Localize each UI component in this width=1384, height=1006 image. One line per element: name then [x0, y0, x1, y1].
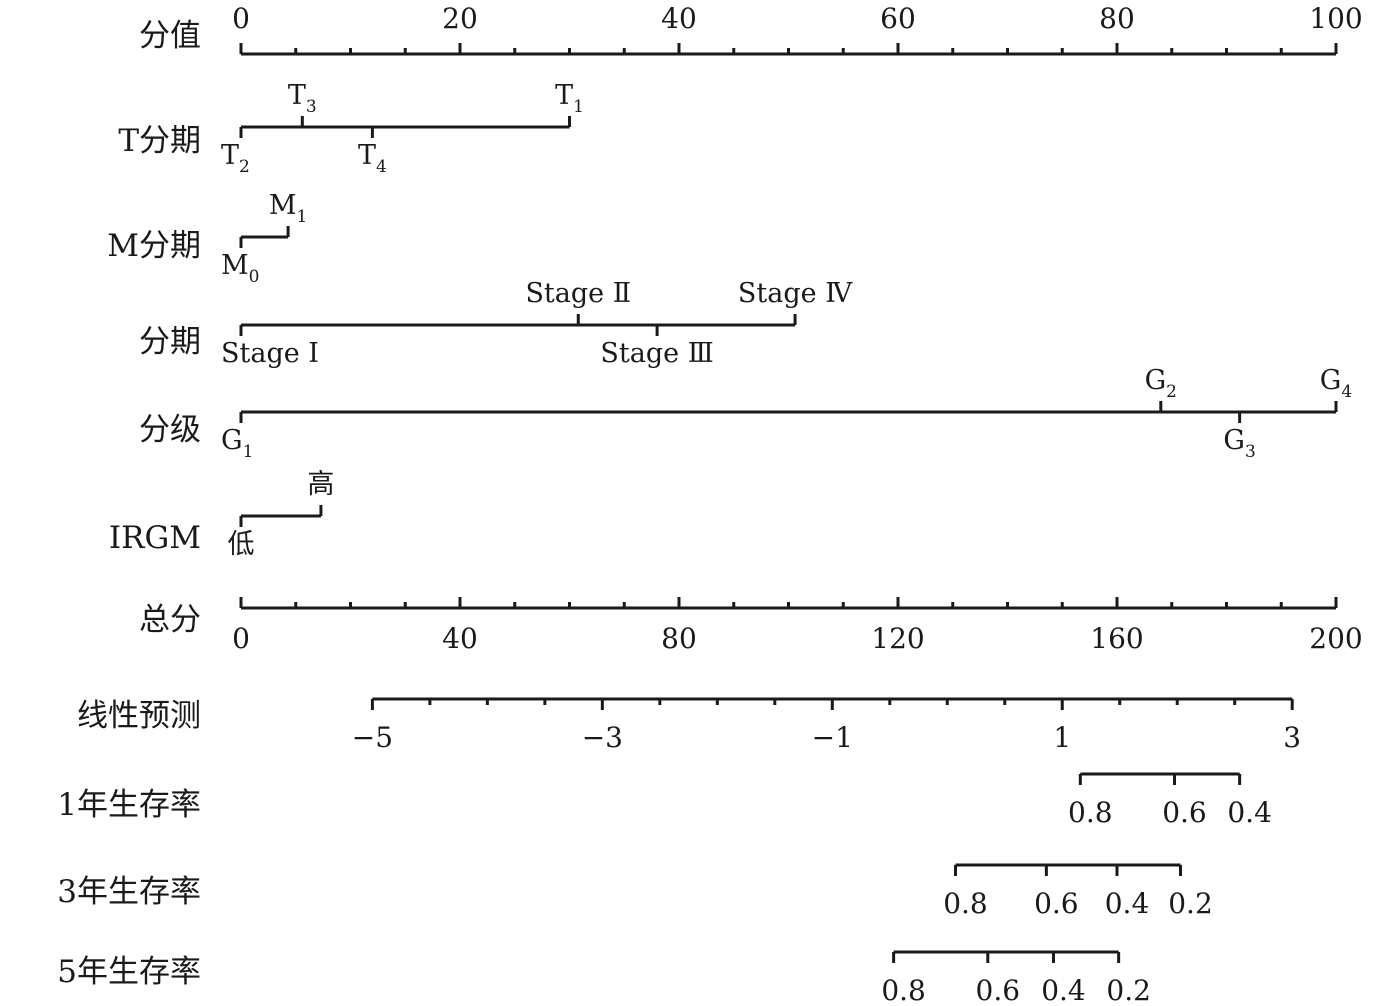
row-label-surv1: 1年生存率 — [57, 787, 201, 823]
row-surv1: 1年生存率 0.8 0.6 0.4 — [57, 772, 1272, 829]
surv-label-surv3: 0.8 — [943, 887, 988, 920]
tick-label-points: 80 — [1099, 2, 1135, 35]
level-label-t_stage: T3 — [288, 80, 317, 117]
tick-label-points: 0 — [232, 2, 250, 35]
row-stage: 分期 Stage Ⅰ Stage Ⅱ Stage Ⅲ Stage Ⅳ — [139, 278, 853, 369]
row-t_stage: T分期 T2 T3 T4 T1 — [118, 80, 584, 177]
tick-label-linear: −1 — [812, 721, 853, 754]
level-label-irgm: 低 — [228, 529, 255, 560]
row-label-m_stage: M分期 — [107, 228, 201, 264]
row-total: 总分 0 40 80 120 160 200 — [139, 597, 1363, 655]
tick-label-linear: 1 — [1053, 721, 1071, 754]
tick-label-total: 80 — [661, 622, 697, 655]
row-m_stage: M分期 M0 M1 — [107, 190, 307, 287]
row-label-stage: 分期 — [139, 324, 201, 360]
level-label-grade: G1 — [221, 425, 253, 462]
row-label-irgm: IRGM — [109, 520, 201, 556]
surv-label-surv5: 0.8 — [881, 974, 926, 1006]
tick-label-linear: −5 — [352, 721, 393, 754]
row-label-total: 总分 — [139, 602, 201, 638]
tick-label-total: 200 — [1309, 622, 1362, 655]
tick-label-points: 40 — [661, 2, 697, 35]
row-label-surv3: 3年生存率 — [57, 874, 201, 910]
tick-label-total: 40 — [442, 622, 478, 655]
surv-label-surv1: 0.6 — [1162, 796, 1207, 829]
level-label-t_stage: T1 — [555, 80, 584, 117]
surv-label-surv3: 0.6 — [1034, 887, 1079, 920]
surv-label-surv3: 0.2 — [1168, 887, 1213, 920]
tick-label-linear: 3 — [1283, 721, 1301, 754]
level-label-stage: Stage Ⅱ — [525, 278, 631, 309]
level-label-t_stage: T4 — [358, 140, 387, 177]
row-surv5: 5年生存率 0.8 0.6 0.4 0.2 — [57, 950, 1151, 1006]
level-label-grade: G3 — [1223, 425, 1255, 462]
row-label-points: 分值 — [139, 18, 201, 54]
level-label-irgm: 高 — [307, 469, 334, 500]
row-grade: 分级 G1 G2 G3 G4 — [139, 365, 1352, 462]
tick-label-linear: −3 — [582, 721, 623, 754]
row-label-linear: 线性预测 — [77, 698, 201, 734]
level-label-grade: G2 — [1145, 365, 1177, 402]
row-irgm: IRGM 低 高 — [109, 469, 335, 560]
surv-label-surv3: 0.4 — [1105, 887, 1150, 920]
level-label-grade: G4 — [1320, 365, 1352, 402]
tick-label-total: 120 — [871, 622, 924, 655]
tick-label-points: 60 — [880, 2, 916, 35]
surv-label-surv1: 0.8 — [1068, 796, 1113, 829]
row-surv3: 3年生存率 0.8 0.6 0.4 0.2 — [57, 863, 1213, 920]
surv-label-surv5: 0.4 — [1041, 974, 1086, 1006]
surv-label-surv5: 0.2 — [1106, 974, 1151, 1006]
tick-label-points: 100 — [1309, 2, 1362, 35]
surv-label-surv5: 0.6 — [976, 974, 1021, 1006]
level-label-m_stage: M0 — [221, 250, 259, 287]
row-label-t_stage: T分期 — [118, 123, 201, 159]
level-label-stage: Stage Ⅲ — [600, 338, 713, 369]
level-label-stage: Stage Ⅳ — [738, 278, 853, 309]
tick-label-points: 20 — [442, 2, 478, 35]
row-points: 分值 0 20 40 60 80 100 — [139, 2, 1363, 56]
surv-label-surv1: 0.4 — [1227, 796, 1272, 829]
row-label-grade: 分级 — [139, 412, 201, 448]
row-linear: 线性预测 −5 −3 −1 1 3 — [77, 697, 1301, 754]
level-label-m_stage: M1 — [269, 190, 307, 227]
tick-label-total: 0 — [232, 622, 250, 655]
row-label-surv5: 5年生存率 — [57, 954, 201, 990]
tick-label-total: 160 — [1090, 622, 1143, 655]
level-label-stage: Stage Ⅰ — [221, 338, 319, 369]
nomogram-rows: 分值 0 20 40 60 80 100 T分期 T2 T3 T4 T1 M分期 M0 M1 分期 Stage … — [57, 2, 1362, 1006]
level-label-t_stage: T2 — [221, 140, 250, 177]
